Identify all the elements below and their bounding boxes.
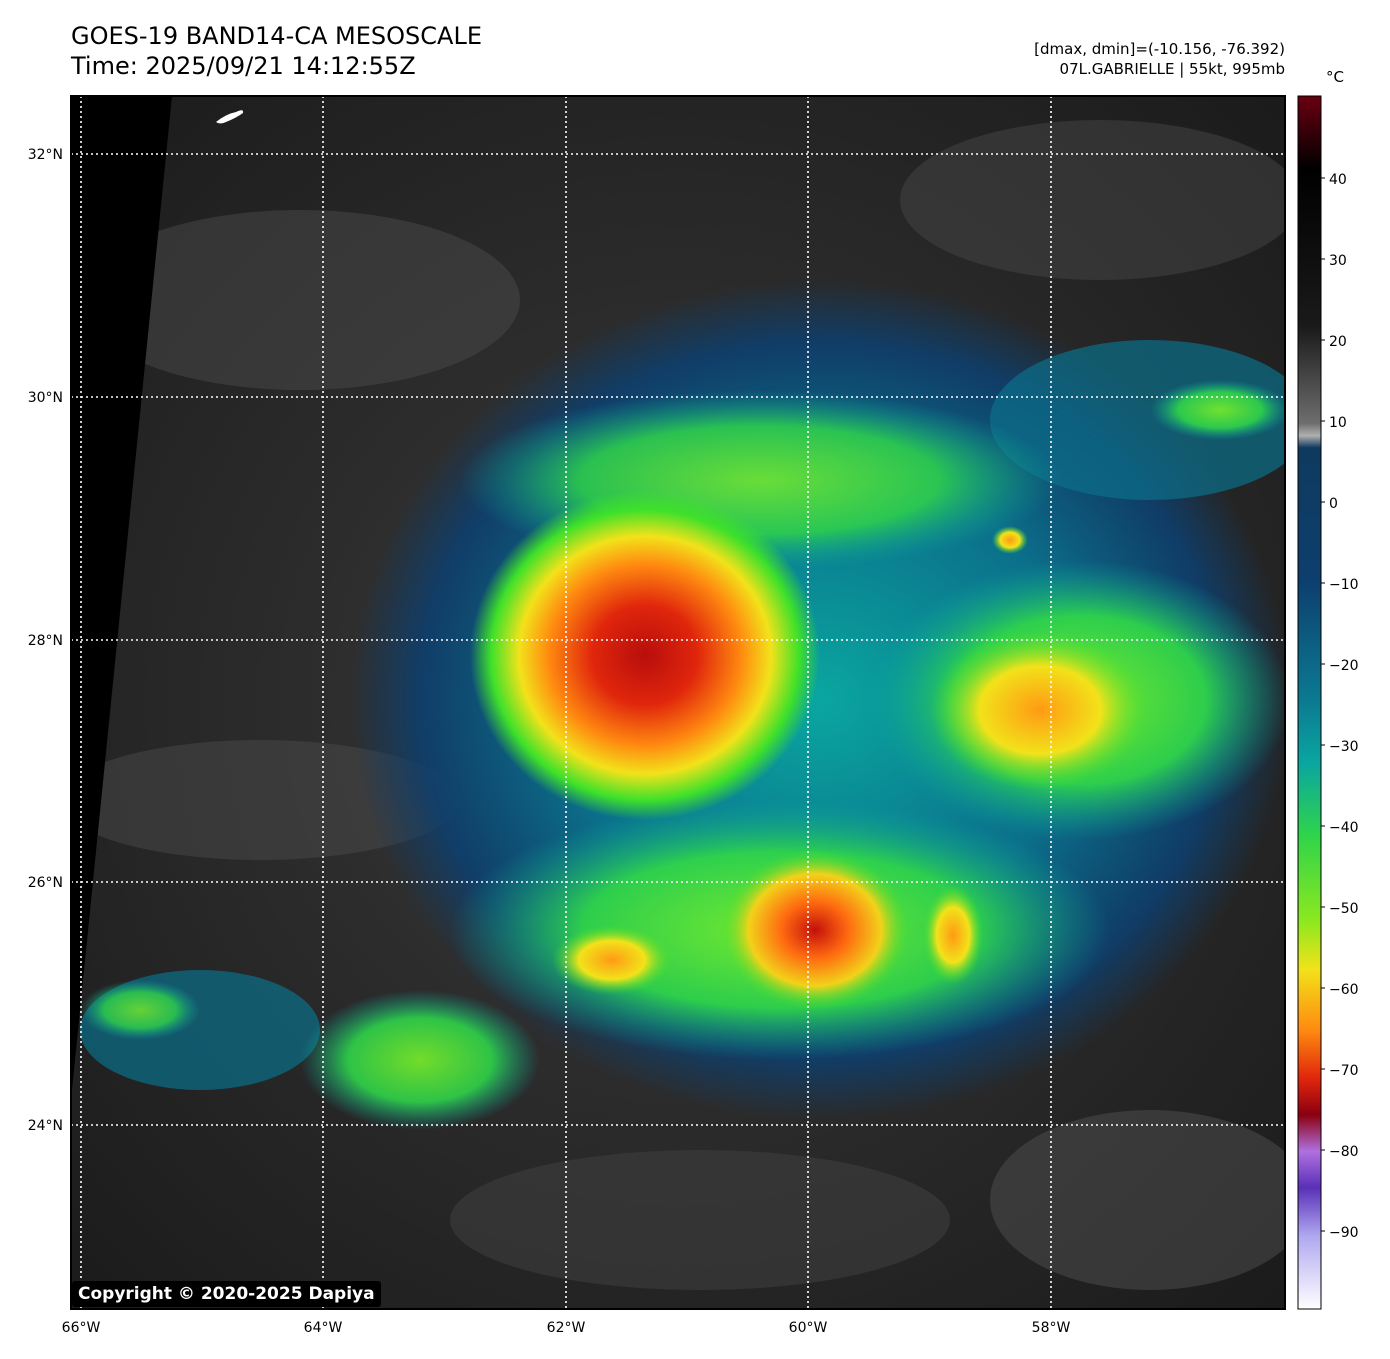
bermuda-outline bbox=[216, 110, 244, 124]
latitude-label: 30°N bbox=[28, 390, 63, 406]
product-title: GOES-19 BAND14-CA MESOSCALE bbox=[71, 22, 482, 50]
colorbar-tick-label: −40 bbox=[1329, 820, 1359, 836]
colorbar-tick-label: 30 bbox=[1329, 253, 1347, 269]
latitude-label: 26°N bbox=[28, 875, 63, 891]
colorbar-tick-label: 10 bbox=[1329, 415, 1347, 431]
longitude-label: 60°W bbox=[789, 1320, 828, 1336]
longitude-label: 66°W bbox=[62, 1320, 101, 1336]
colorbar-tick-label: 20 bbox=[1329, 334, 1347, 350]
storm-info: 07L.GABRIELLE | 55kt, 995mb bbox=[1059, 60, 1285, 78]
graticule bbox=[71, 96, 1285, 1309]
off-disk-region bbox=[71, 96, 172, 1100]
timestamp: Time: 2025/09/21 14:12:55Z bbox=[71, 52, 416, 80]
latitude-label: 28°N bbox=[28, 633, 63, 649]
colorbar bbox=[1297, 95, 1322, 1310]
colorbar-tick-label: 40 bbox=[1329, 172, 1347, 188]
colorbar-tick-label: 0 bbox=[1329, 496, 1338, 512]
colorbar-tick-label: −80 bbox=[1329, 1144, 1359, 1160]
longitude-label: 58°W bbox=[1032, 1320, 1071, 1336]
colorbar-tick-label: −20 bbox=[1329, 658, 1359, 674]
copyright-label: Copyright © 2020-2025 Dapiya bbox=[72, 1281, 381, 1307]
convective-cell bbox=[720, 850, 910, 1010]
map-frame bbox=[70, 95, 1286, 1310]
colorbar-tick-label: −50 bbox=[1329, 901, 1359, 917]
storm-core bbox=[470, 490, 820, 820]
latitude-label: 32°N bbox=[28, 147, 63, 163]
latitude-label: 24°N bbox=[28, 1118, 63, 1134]
colorbar-tick-label: −10 bbox=[1329, 577, 1359, 593]
colorbar-tick-label: −30 bbox=[1329, 739, 1359, 755]
colorbar-tick-label: −70 bbox=[1329, 1063, 1359, 1079]
range-info: [dmax, dmin]=(-10.156, -76.392) bbox=[1034, 40, 1285, 58]
colorbar-tick-label: −90 bbox=[1329, 1225, 1359, 1241]
colorbar-unit: °C bbox=[1326, 68, 1344, 86]
colorbar-tick-label: −60 bbox=[1329, 982, 1359, 998]
longitude-label: 62°W bbox=[547, 1320, 586, 1336]
longitude-label: 64°W bbox=[304, 1320, 343, 1336]
